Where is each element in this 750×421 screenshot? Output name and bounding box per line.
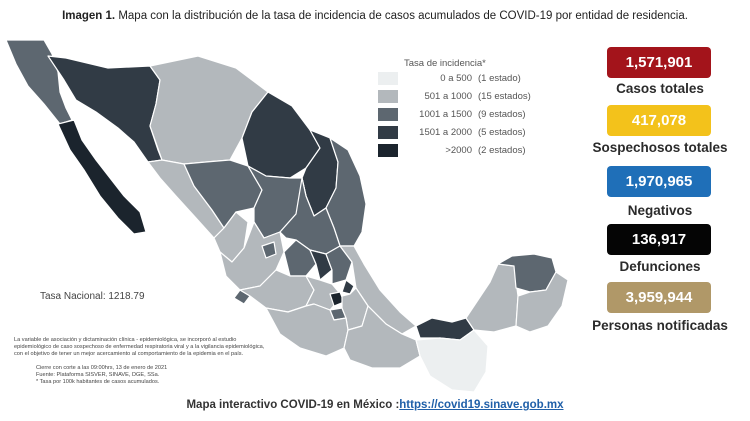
stat-negativos-label: Negativos bbox=[627, 203, 693, 218]
legend-swatch bbox=[378, 126, 398, 139]
legend-count: (2 estados) bbox=[478, 145, 526, 156]
legend-swatch bbox=[378, 144, 398, 157]
stat-casos-totales-value: 1,571,901 bbox=[607, 47, 711, 78]
legend-title: Tasa de incidencia* bbox=[404, 58, 486, 69]
footnote-line: con el objetivo de tener un mejor acerca… bbox=[14, 351, 244, 357]
footnote-line: La variable de asociación y dictaminació… bbox=[14, 337, 237, 343]
footnote-line: * Tasa por 100k habitantes de casos acum… bbox=[36, 379, 160, 385]
state-jalisco[interactable] bbox=[219, 221, 285, 291]
tasa-nacional: Tasa Nacional: 1218.79 bbox=[40, 291, 145, 302]
legend-swatch bbox=[378, 108, 398, 121]
state-quintana-roo[interactable] bbox=[515, 271, 569, 333]
stat-notificadas-label: Personas notificadas bbox=[592, 318, 728, 333]
footnote-line: Fuente: Plataforma SISVER, SINAVE, DGE, … bbox=[36, 372, 160, 378]
stat-sospechosos-label: Sospechosos totales bbox=[592, 140, 728, 155]
legend-item: 1501 a 2000 (5 estados) bbox=[378, 124, 538, 140]
state-veracruz[interactable] bbox=[339, 245, 417, 335]
stat-sospechosos-value: 417,078 bbox=[607, 105, 711, 136]
legend-swatch bbox=[378, 90, 398, 103]
title-prefix: Imagen 1. bbox=[62, 10, 116, 22]
legend-item: 1001 a 1500 (9 estados) bbox=[378, 106, 538, 122]
legend-range: 1501 a 2000 bbox=[419, 127, 472, 138]
legend-item: >2000 (2 estados) bbox=[378, 142, 538, 158]
state-campeche[interactable] bbox=[465, 263, 519, 333]
legend-swatch bbox=[378, 72, 398, 85]
stat-notificadas-value: 3,959,944 bbox=[607, 282, 711, 313]
state-aguascalientes[interactable] bbox=[261, 241, 277, 259]
stat-casos-totales-label: Casos totales bbox=[616, 81, 704, 96]
footer: Mapa interactivo COVID-19 en México :htt… bbox=[0, 399, 750, 411]
map-link[interactable]: https://covid19.sinave.gob.mx bbox=[399, 399, 564, 411]
state-baja-california-sur[interactable] bbox=[57, 119, 147, 235]
page-title: Imagen 1. Mapa con la distribución de la… bbox=[0, 10, 750, 22]
legend-range: 0 a 500 bbox=[440, 73, 472, 84]
state-guerrero[interactable] bbox=[265, 303, 349, 357]
legend-range: 1001 a 1500 bbox=[419, 109, 472, 120]
legend-range: 501 a 1000 bbox=[424, 91, 472, 102]
legend-count: (9 estados) bbox=[478, 109, 526, 120]
footnote-line: epidemiológico de caso sospechoso de enf… bbox=[14, 344, 265, 350]
legend-count: (5 estados) bbox=[478, 127, 526, 138]
footer-text: Mapa interactivo COVID-19 en México : bbox=[186, 399, 400, 411]
legend-count: (1 estado) bbox=[478, 73, 521, 84]
mexico-choropleth-map bbox=[5, 39, 569, 393]
legend-count: (15 estados) bbox=[478, 91, 531, 102]
state-queretaro[interactable] bbox=[309, 249, 333, 281]
stat-negativos-value: 1,970,965 bbox=[607, 166, 711, 197]
legend-item: 501 a 1000 (15 estados) bbox=[378, 88, 538, 104]
state-baja-california[interactable] bbox=[5, 39, 73, 125]
legend-item: 0 a 500 (1 estado) bbox=[378, 70, 538, 86]
stat-defunciones-value: 136,917 bbox=[607, 224, 711, 255]
title-text: Mapa con la distribución de la tasa de i… bbox=[115, 10, 688, 22]
stat-defunciones-label: Defunciones bbox=[619, 259, 701, 274]
state-chiapas[interactable] bbox=[415, 329, 489, 393]
footnote-line: Cierre con corte a las 09:00hrs, 13 de e… bbox=[36, 365, 168, 371]
legend-range: >2000 bbox=[445, 145, 472, 156]
